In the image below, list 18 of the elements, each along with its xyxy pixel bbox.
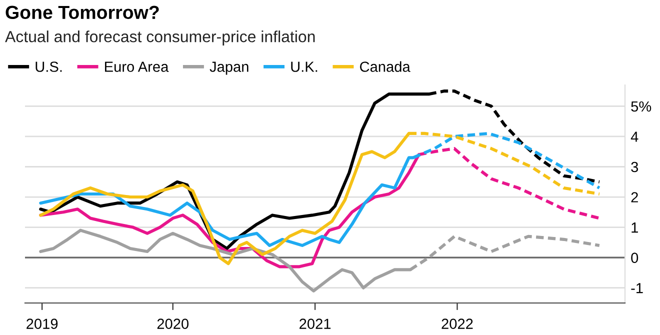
y-tick-label: 1	[632, 222, 638, 233]
legend-label: U.S.	[36, 62, 62, 72]
chart-subtitle: Actual and forecast consumer-price inflation	[5, 30, 315, 46]
legend-label: Euro Area	[105, 62, 169, 72]
x-tick-label: 2020	[157, 318, 189, 329]
x-tick-label: 2019	[26, 318, 58, 329]
x-tick-label: 2022	[442, 318, 473, 329]
y-tick-label: 3	[631, 162, 638, 172]
y-tick-label: 2	[631, 192, 638, 202]
x-tick-label: 2021	[300, 318, 331, 329]
y-tick-label: 5%	[631, 101, 652, 112]
y-tick-label: -1	[631, 283, 643, 294]
legend-label: Japan	[210, 62, 248, 75]
y-tick-label: 0	[631, 252, 638, 264]
legend-label: U.K.	[291, 62, 318, 72]
chart-title: Gone Tomorrow?	[6, 6, 159, 20]
legend-label: Canada	[360, 61, 410, 72]
y-tick-label: 4	[630, 132, 638, 142]
